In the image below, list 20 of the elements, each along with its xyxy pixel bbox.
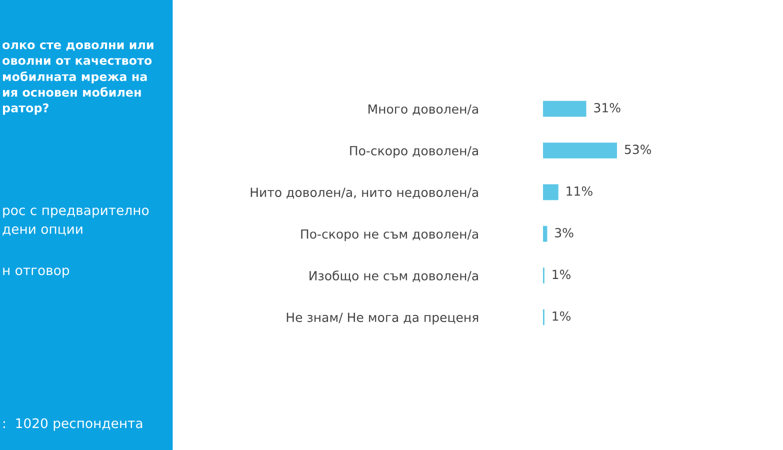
y-tick-label: Много доволен/а [368, 104, 478, 116]
data-label: 1% [552, 311, 570, 321]
y-tick-label: По-скоро доволен/а [350, 146, 478, 158]
bar [543, 142, 617, 158]
data-label: 1% [552, 270, 570, 280]
data-label: 53% [624, 144, 652, 154]
y-tick-label: Не знам/ Не мога да преценя [286, 312, 478, 325]
bar [543, 100, 586, 117]
data-label: 3% [555, 228, 574, 238]
text: олко сте доволни или оволни от качеството мобилната мрежа на ия основен мобилен ратор? [2, 42, 154, 115]
text: рос с предварително дени опции [2, 208, 149, 236]
bar [543, 226, 548, 242]
y-tick-label: Нито доволен/а, нито недоволен/а [250, 188, 478, 199]
text: н отговор [3, 268, 70, 278]
bar [543, 184, 558, 200]
text: : 1020 респондента [4, 418, 142, 431]
data-label: 31% [594, 103, 620, 112]
data-label: 11% [566, 186, 592, 196]
y-tick-label: По-скоро не съм доволен/а [301, 229, 478, 242]
y-tick-label: Изобщо не съм доволен/а [310, 270, 478, 282]
